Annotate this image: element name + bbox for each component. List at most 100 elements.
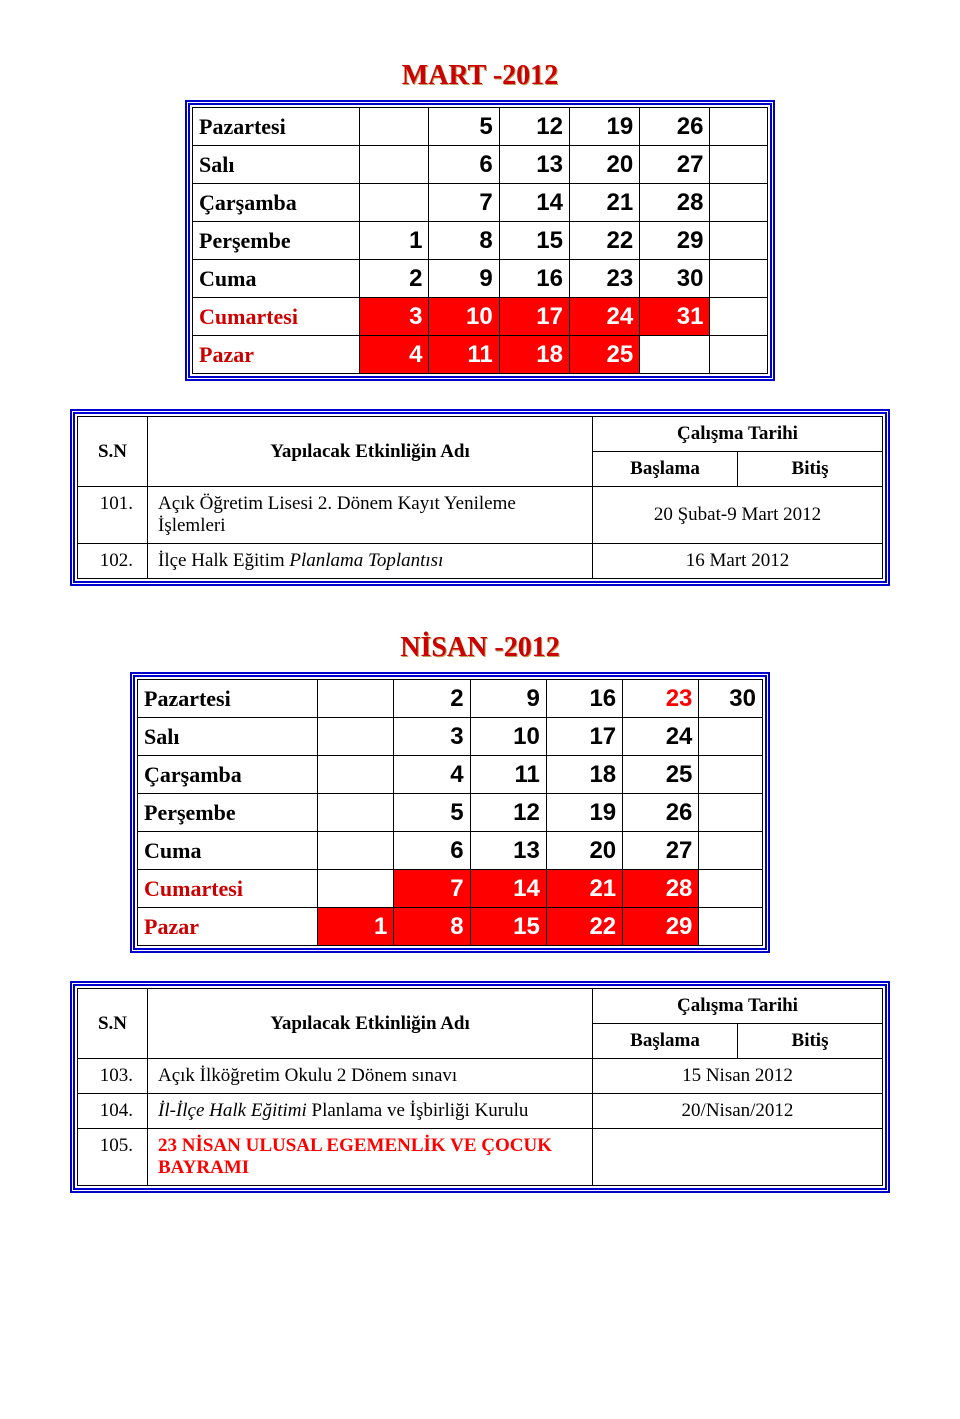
calendar-cell: 21 xyxy=(569,184,639,222)
calendar-cell: 12 xyxy=(470,794,546,832)
dayname-cell: Pazartesi xyxy=(193,108,360,146)
calendar-cell: 6 xyxy=(394,832,470,870)
calendar-cell xyxy=(318,756,394,794)
calendar-cell: 2 xyxy=(394,680,470,718)
calendar-cell xyxy=(710,146,768,184)
calendar-cell: 28 xyxy=(623,870,699,908)
calendar-cell: 10 xyxy=(429,298,499,336)
col-activity: Yapılacak Etkinliğin Adı xyxy=(148,417,593,487)
calendar-cell: 31 xyxy=(640,298,710,336)
calendar-cell: 17 xyxy=(499,298,569,336)
calendar-cell: 11 xyxy=(429,336,499,374)
calendar-cell: 18 xyxy=(546,756,622,794)
calendar-cell: 8 xyxy=(394,908,470,946)
calendar-cell: 14 xyxy=(470,870,546,908)
calendar-cell: 15 xyxy=(499,222,569,260)
calendar-cell: 3 xyxy=(394,718,470,756)
col-sn: S.N xyxy=(78,989,148,1059)
calendar-cell: 11 xyxy=(470,756,546,794)
col-sn: S.N xyxy=(78,417,148,487)
calendar-cell xyxy=(359,146,429,184)
calendar-cell xyxy=(359,184,429,222)
event-date xyxy=(593,1129,883,1186)
calendar-march-table: Pazartesi5121926Salı6132027Çarşamba71421… xyxy=(192,107,768,374)
event-name: 23 NİSAN ULUSAL EGEMENLİK VE ÇOCUK BAYRA… xyxy=(148,1129,593,1186)
calendar-cell: 27 xyxy=(623,832,699,870)
calendar-march: Pazartesi5121926Salı6132027Çarşamba71421… xyxy=(185,100,775,381)
calendar-cell: 30 xyxy=(699,680,763,718)
calendar-cell: 24 xyxy=(623,718,699,756)
calendar-cell: 18 xyxy=(499,336,569,374)
event-sn: 103. xyxy=(78,1059,148,1094)
col-end: Bitiş xyxy=(738,452,883,487)
event-sn: 102. xyxy=(78,544,148,579)
dayname-cell: Çarşamba xyxy=(138,756,318,794)
calendar-cell: 6 xyxy=(429,146,499,184)
calendar-april-table: Pazartesi29162330Salı3101724Çarşamba4111… xyxy=(137,679,763,946)
event-sn: 101. xyxy=(78,487,148,544)
calendar-cell xyxy=(318,718,394,756)
calendar-cell xyxy=(699,832,763,870)
dayname-cell: Salı xyxy=(193,146,360,184)
col-worktime: Çalışma Tarihi xyxy=(593,989,883,1024)
calendar-cell: 29 xyxy=(640,222,710,260)
events-april: S.NYapılacak Etkinliğin AdıÇalışma Tarih… xyxy=(70,981,890,1193)
calendar-cell xyxy=(710,298,768,336)
calendar-cell: 19 xyxy=(546,794,622,832)
calendar-cell: 29 xyxy=(623,908,699,946)
calendar-cell xyxy=(699,794,763,832)
calendar-cell: 14 xyxy=(499,184,569,222)
event-sn: 105. xyxy=(78,1129,148,1186)
event-name: İl-İlçe Halk Eğitimi Planlama ve İşbirli… xyxy=(148,1094,593,1129)
calendar-cell: 26 xyxy=(623,794,699,832)
month2-title-text: NİSAN -2012 xyxy=(400,632,559,663)
calendar-cell: 7 xyxy=(429,184,499,222)
calendar-cell: 21 xyxy=(546,870,622,908)
calendar-cell: 8 xyxy=(429,222,499,260)
event-name: Açık Öğretim Lisesi 2. Dönem Kayıt Yenil… xyxy=(148,487,593,544)
col-start: Başlama xyxy=(593,452,738,487)
calendar-cell xyxy=(318,794,394,832)
calendar-cell xyxy=(699,870,763,908)
calendar-april: Pazartesi29162330Salı3101724Çarşamba4111… xyxy=(130,672,770,953)
events-march-table: S.NYapılacak Etkinliğin AdıÇalışma Tarih… xyxy=(77,416,883,579)
dayname-cell: Perşembe xyxy=(138,794,318,832)
dayname-cell: Cuma xyxy=(138,832,318,870)
col-activity: Yapılacak Etkinliğin Adı xyxy=(148,989,593,1059)
calendar-cell: 7 xyxy=(394,870,470,908)
dayname-cell: Cuma xyxy=(193,260,360,298)
calendar-cell: 22 xyxy=(569,222,639,260)
calendar-cell xyxy=(359,108,429,146)
calendar-cell: 23 xyxy=(569,260,639,298)
calendar-cell: 3 xyxy=(359,298,429,336)
calendar-cell: 30 xyxy=(640,260,710,298)
col-end: Bitiş xyxy=(738,1024,883,1059)
calendar-cell: 25 xyxy=(569,336,639,374)
calendar-cell: 22 xyxy=(546,908,622,946)
calendar-cell xyxy=(318,680,394,718)
calendar-cell: 5 xyxy=(429,108,499,146)
calendar-cell: 4 xyxy=(359,336,429,374)
calendar-cell: 20 xyxy=(546,832,622,870)
events-march: S.NYapılacak Etkinliğin AdıÇalışma Tarih… xyxy=(70,409,890,586)
calendar-cell xyxy=(640,336,710,374)
calendar-cell: 12 xyxy=(499,108,569,146)
calendar-cell: 16 xyxy=(546,680,622,718)
calendar-cell: 24 xyxy=(569,298,639,336)
calendar-cell xyxy=(710,336,768,374)
calendar-cell: 17 xyxy=(546,718,622,756)
calendar-cell: 28 xyxy=(640,184,710,222)
event-name: İlçe Halk Eğitim Planlama Toplantısı xyxy=(148,544,593,579)
calendar-cell xyxy=(710,108,768,146)
dayname-cell: Pazartesi xyxy=(138,680,318,718)
calendar-cell: 5 xyxy=(394,794,470,832)
calendar-cell: 4 xyxy=(394,756,470,794)
event-date: 15 Nisan 2012 xyxy=(593,1059,883,1094)
events-april-table: S.NYapılacak Etkinliğin AdıÇalışma Tarih… xyxy=(77,988,883,1186)
calendar-cell xyxy=(318,870,394,908)
calendar-cell: 20 xyxy=(569,146,639,184)
calendar-cell: 10 xyxy=(470,718,546,756)
calendar-cell xyxy=(318,832,394,870)
event-sn: 104. xyxy=(78,1094,148,1129)
dayname-cell: Cumartesi xyxy=(138,870,318,908)
